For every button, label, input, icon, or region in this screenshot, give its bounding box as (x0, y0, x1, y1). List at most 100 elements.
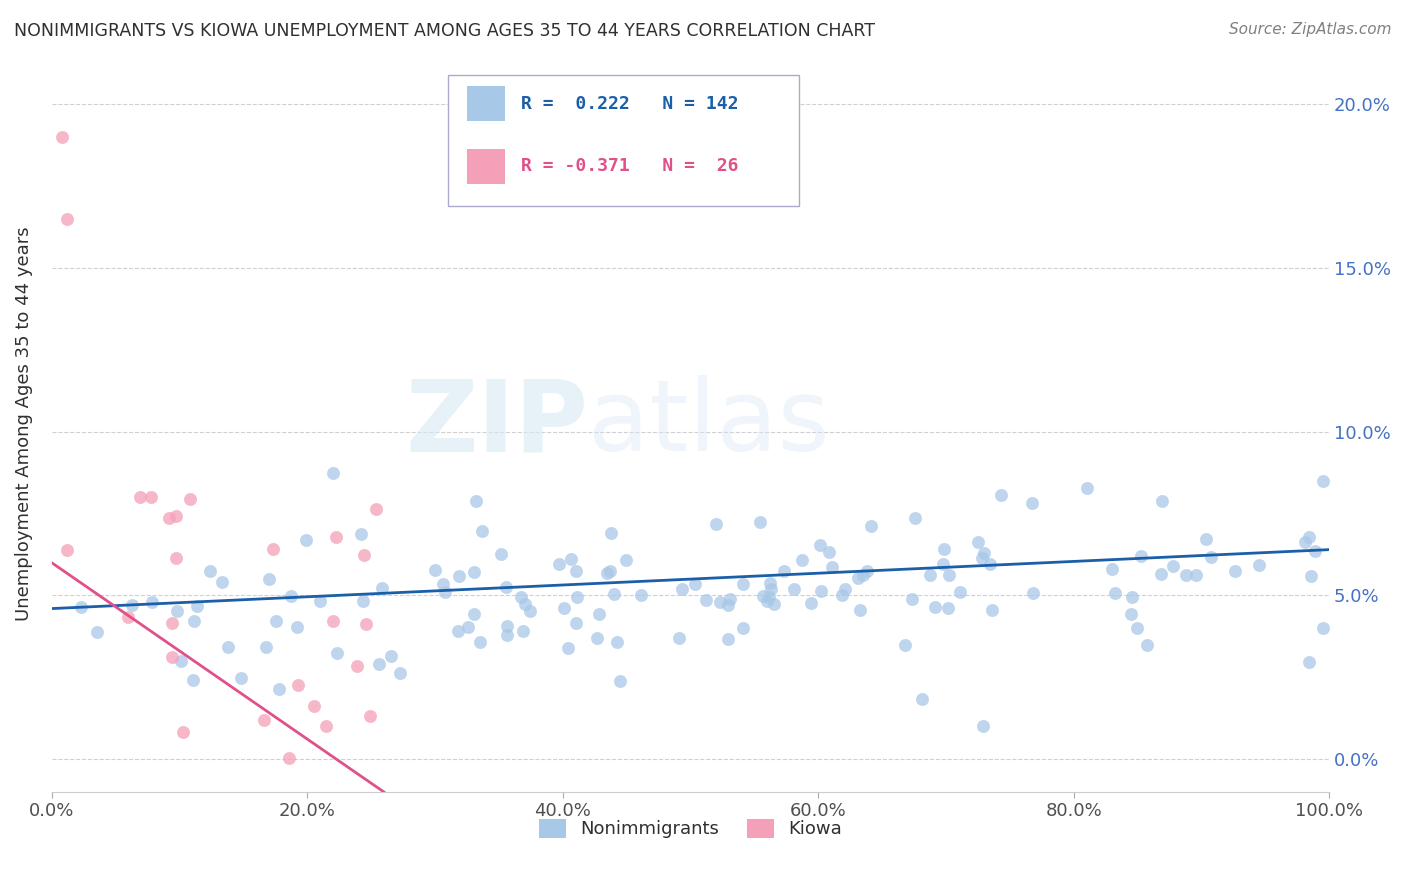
Point (860, 518, 883, 533)
Point (86, 624, 108, 639)
Text: Source: ZipAtlas.com: Source: ZipAtlas.com (1229, 22, 1392, 37)
Point (463, 565, 485, 579)
Point (139, 490, 162, 504)
Point (287, 678, 309, 692)
Point (758, 591, 780, 605)
Point (614, 553, 637, 567)
Point (990, 488, 1012, 502)
Point (596, 566, 619, 581)
Text: ZIP: ZIP (405, 375, 588, 472)
Point (364, 502, 387, 516)
Point (495, 580, 517, 594)
Point (1303, 543, 1326, 558)
Point (121, 598, 143, 612)
Point (253, 713, 276, 727)
Text: NONIMMIGRANTS VS KIOWA UNEMPLOYMENT AMONG AGES 35 TO 44 YEARS CORRELATION CHART: NONIMMIGRANTS VS KIOWA UNEMPLOYMENT AMON… (14, 22, 875, 40)
Point (56, 542, 79, 557)
Point (856, 564, 879, 578)
Point (491, 547, 513, 561)
Point (949, 585, 972, 599)
Point (553, 600, 575, 615)
Point (894, 638, 917, 652)
Point (848, 602, 870, 616)
Point (560, 552, 582, 566)
Point (685, 577, 707, 591)
Point (973, 546, 995, 560)
Point (901, 591, 924, 606)
Point (668, 632, 690, 646)
Point (322, 466, 344, 480)
Point (1119, 607, 1142, 621)
Point (911, 691, 934, 706)
Point (309, 594, 332, 608)
Point (496, 628, 519, 642)
Point (1104, 585, 1126, 599)
Point (920, 567, 942, 582)
Point (1076, 482, 1098, 496)
Point (267, 681, 290, 696)
Point (509, 590, 531, 604)
Point (763, 597, 786, 611)
Point (709, 595, 731, 609)
Bar (467, 87, 505, 121)
Point (834, 582, 856, 596)
Point (326, 646, 349, 660)
Point (761, 582, 783, 596)
Point (315, 719, 337, 733)
Point (367, 657, 389, 672)
Point (519, 604, 541, 618)
Point (557, 641, 579, 656)
Point (170, 654, 193, 668)
Point (211, 574, 233, 589)
Point (606, 635, 628, 649)
Point (465, 494, 488, 508)
Point (979, 557, 1001, 571)
Point (1299, 569, 1322, 583)
Point (256, 640, 278, 654)
Point (936, 600, 959, 615)
Point (1184, 568, 1206, 582)
Point (783, 582, 806, 596)
Point (1249, 558, 1271, 572)
Point (350, 526, 373, 541)
Point (585, 631, 607, 645)
Point (731, 621, 754, 635)
Point (800, 596, 823, 610)
Point (496, 619, 519, 633)
Point (471, 524, 494, 538)
Point (748, 515, 770, 529)
Point (160, 650, 183, 665)
Point (1136, 638, 1159, 652)
Point (970, 550, 993, 565)
Point (322, 614, 344, 628)
Point (433, 585, 456, 599)
Point (285, 619, 308, 633)
Point (470, 634, 492, 648)
Point (1121, 590, 1143, 604)
Point (512, 624, 534, 638)
Point (457, 620, 479, 634)
Point (548, 557, 571, 571)
Point (359, 709, 381, 723)
Point (1150, 493, 1173, 508)
Point (513, 597, 536, 611)
Point (277, 751, 299, 765)
Point (302, 699, 325, 714)
Point (967, 534, 990, 549)
Point (1129, 549, 1152, 564)
Point (609, 674, 631, 689)
Point (231, 671, 253, 685)
Point (1225, 564, 1247, 578)
Point (1199, 549, 1222, 564)
Point (695, 593, 717, 607)
Point (831, 588, 853, 602)
Point (432, 576, 454, 591)
Point (1312, 474, 1334, 488)
Point (851, 568, 873, 582)
Point (717, 598, 740, 612)
Point (1298, 530, 1320, 544)
Point (371, 582, 394, 596)
Point (972, 719, 994, 733)
Point (447, 624, 470, 638)
Point (1150, 567, 1173, 582)
